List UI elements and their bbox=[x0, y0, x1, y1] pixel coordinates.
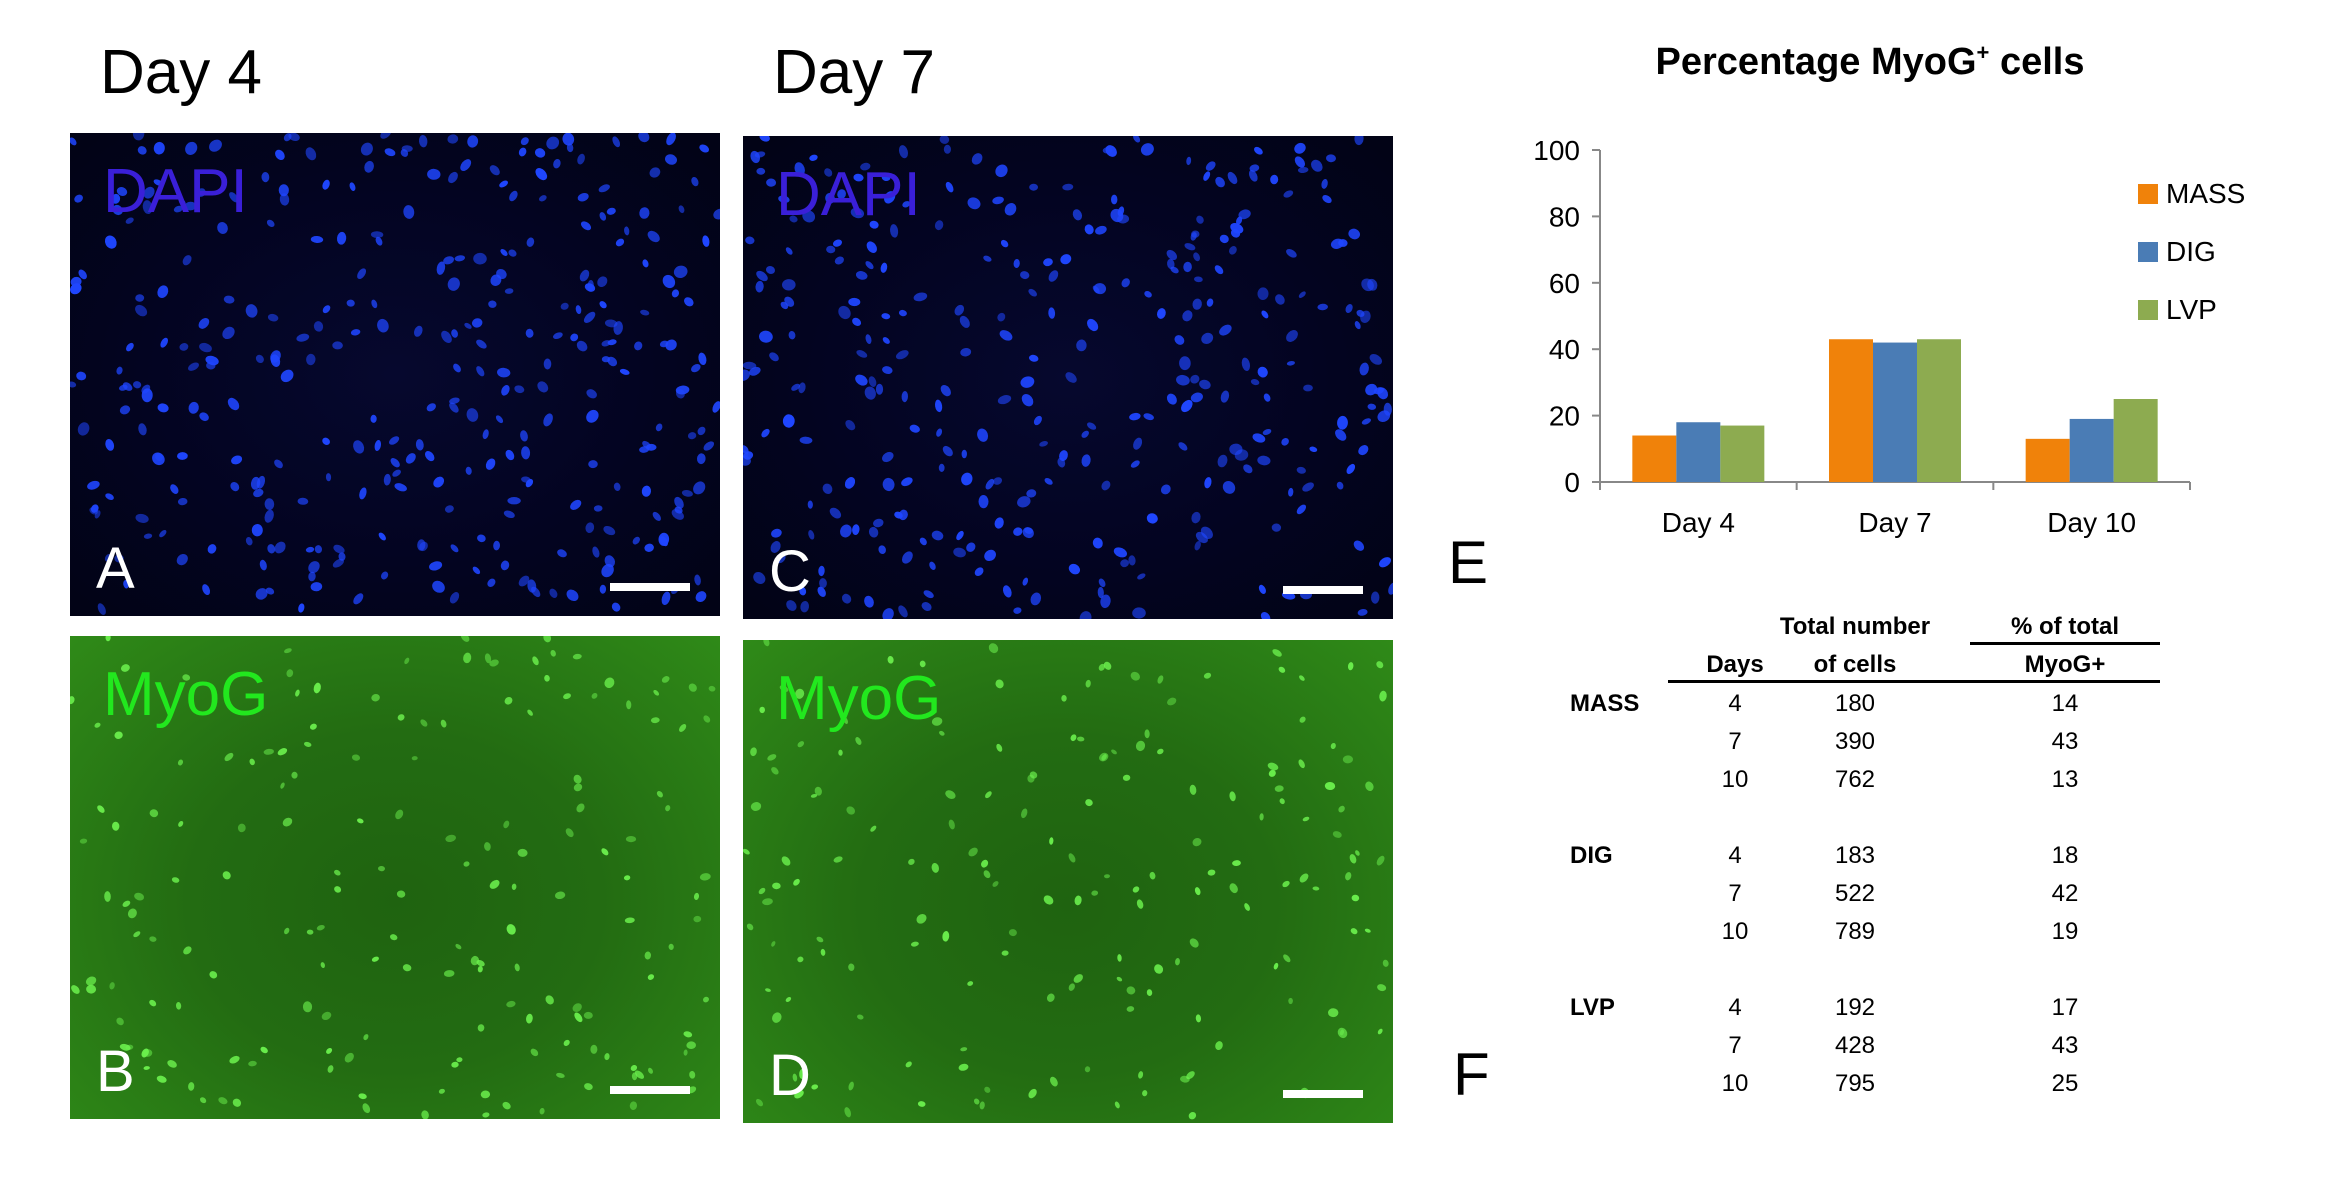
x-category-label: Day 10 bbox=[2047, 507, 2136, 538]
table-cell-days: 10 bbox=[1721, 1070, 1749, 1097]
x-category-label: Day 4 bbox=[1662, 507, 1735, 538]
table-cell-pct: 18 bbox=[2051, 842, 2079, 869]
chart-title: Percentage MyoG+ cells bbox=[1490, 40, 2250, 84]
legend-swatch-mass bbox=[2138, 184, 2158, 204]
header-pct-line2: MyoG+ bbox=[2024, 651, 2106, 678]
panel-letter-f: F bbox=[1453, 1041, 1490, 1108]
bar-lvp-day7 bbox=[1917, 339, 1961, 482]
table-cell-total: 428 bbox=[1834, 1032, 1876, 1059]
chart-title-main: Percentage MyoG bbox=[1655, 40, 1977, 83]
table-cell-pct: 14 bbox=[2051, 690, 2079, 717]
micrograph-d: MyoG D bbox=[743, 640, 1393, 1123]
stain-label-dapi: DAPI bbox=[103, 157, 248, 226]
table-cell-days: 7 bbox=[1728, 1032, 1742, 1059]
scale-bar bbox=[610, 583, 690, 591]
bar-dig-day7 bbox=[1873, 342, 1917, 482]
nuclei-layer bbox=[70, 636, 716, 1119]
table-cell-pct: 17 bbox=[2051, 994, 2079, 1021]
panel-letter-e: E bbox=[1448, 529, 1489, 596]
table-cell-pct: 42 bbox=[2051, 880, 2079, 907]
header-total-line1: Total number bbox=[1779, 613, 1931, 640]
chart-title-superscript: + bbox=[1976, 40, 1990, 65]
table-cell-days: 10 bbox=[1721, 766, 1749, 793]
bar-dig-day10 bbox=[2069, 418, 2114, 482]
table-cell-pct: 25 bbox=[2051, 1070, 2079, 1097]
y-tick-label: 20 bbox=[1549, 401, 1580, 432]
bar-chart: 0 20 40 60 80 100 Day 4 Day 7 Day 10 MASS DIG LVP bbox=[1533, 135, 2245, 538]
header-total-line2: of cells bbox=[1813, 651, 1897, 678]
y-tick-label: 0 bbox=[1564, 467, 1580, 498]
header-rule-top bbox=[1970, 642, 2160, 645]
bar-mass-day4 bbox=[1632, 435, 1677, 482]
y-tick-label: 80 bbox=[1549, 201, 1580, 232]
panel-letter-b: B bbox=[96, 1039, 135, 1104]
micrograph-a: DAPI A bbox=[70, 133, 720, 616]
header-days: Days bbox=[1706, 651, 1764, 678]
nuclei-layer bbox=[743, 136, 1393, 619]
table-cell-total: 795 bbox=[1834, 1070, 1876, 1097]
stain-label-dapi: DAPI bbox=[776, 160, 921, 229]
y-tick-label: 40 bbox=[1549, 334, 1580, 365]
table-cell-total: 762 bbox=[1834, 766, 1876, 793]
chart-title-suffix: cells bbox=[1989, 40, 2085, 83]
stain-label-myog: MyoG bbox=[776, 664, 942, 733]
table-group-label: LVP bbox=[1570, 994, 1615, 1021]
legend-swatch-dig bbox=[2138, 242, 2158, 262]
table-cell-days: 10 bbox=[1721, 918, 1749, 945]
table-group-label: DIG bbox=[1570, 842, 1613, 869]
legend-swatch-lvp bbox=[2138, 300, 2158, 320]
header-rule-bottom bbox=[1668, 680, 2160, 683]
table-cell-days: 4 bbox=[1728, 842, 1742, 869]
scale-bar bbox=[1283, 1090, 1363, 1098]
bar-dig-day4 bbox=[1676, 422, 1721, 482]
bar-lvp-day4 bbox=[1720, 425, 1765, 482]
table-cell-days: 7 bbox=[1728, 880, 1742, 907]
bar-chart-panel: Percentage MyoG+ cells 0 20 40 60 80 100 Day 4… bbox=[1490, 40, 2250, 560]
legend-label-dig: DIG bbox=[2166, 236, 2216, 267]
legend-label-mass: MASS bbox=[2166, 178, 2245, 209]
column-title-day7: Day 7 bbox=[773, 38, 935, 107]
bar-mass-day10 bbox=[2025, 438, 2070, 482]
nuclei-layer bbox=[70, 133, 720, 615]
cell-count-table: Total number % of total Days of cells My… bbox=[1570, 610, 2190, 1110]
table-group-label: MASS bbox=[1570, 690, 1640, 717]
y-tick-label: 60 bbox=[1549, 268, 1580, 299]
micrograph-c: DAPI C bbox=[743, 136, 1393, 619]
panel-letter-c: C bbox=[769, 539, 811, 604]
table-cell-total: 522 bbox=[1834, 880, 1876, 907]
stain-label-myog: MyoG bbox=[103, 660, 269, 729]
table-cell-total: 789 bbox=[1834, 918, 1876, 945]
legend-label-lvp: LVP bbox=[2166, 294, 2217, 325]
micrograph-b: MyoG B bbox=[70, 636, 720, 1119]
bar-lvp-day10 bbox=[2113, 399, 2158, 482]
table-cell-total: 192 bbox=[1834, 994, 1876, 1021]
table-cell-total: 390 bbox=[1834, 728, 1876, 755]
header-pct-line1: % of total bbox=[2011, 613, 2119, 640]
bar-mass-day7 bbox=[1829, 339, 1873, 482]
table-cell-total: 180 bbox=[1834, 690, 1876, 717]
x-category-label: Day 7 bbox=[1858, 507, 1931, 538]
table-cell-pct: 19 bbox=[2051, 918, 2079, 945]
y-tick-label: 100 bbox=[1533, 135, 1580, 166]
table-cell-pct: 13 bbox=[2051, 766, 2079, 793]
panel-letter-a: A bbox=[96, 536, 135, 601]
table-cell-total: 183 bbox=[1834, 842, 1876, 869]
table-cell-pct: 43 bbox=[2051, 1032, 2079, 1059]
table-cell-pct: 43 bbox=[2051, 728, 2079, 755]
table-cell-days: 4 bbox=[1728, 994, 1742, 1021]
scale-bar bbox=[610, 1086, 690, 1094]
panel-letter-d: D bbox=[769, 1043, 811, 1108]
table-cell-days: 4 bbox=[1728, 690, 1742, 717]
column-title-day4: Day 4 bbox=[100, 38, 262, 107]
scale-bar bbox=[1283, 586, 1363, 594]
table-cell-days: 7 bbox=[1728, 728, 1742, 755]
